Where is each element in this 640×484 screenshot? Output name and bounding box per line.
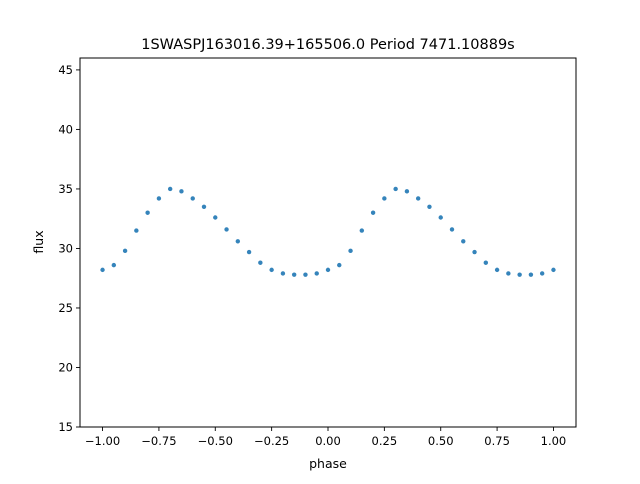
x-tick-label: −0.50 [198, 434, 233, 448]
data-point [551, 267, 556, 273]
y-tick-label: 40 [58, 122, 73, 136]
data-point [303, 272, 308, 277]
data-point [167, 186, 173, 192]
x-tick-label: −1.00 [85, 434, 120, 448]
data-point [224, 227, 229, 232]
data-point [325, 267, 331, 273]
y-tick-label: 45 [58, 63, 73, 77]
chart-title: 1SWASPJ163016.39+165506.0 Period 7471.10… [141, 37, 515, 53]
data-point [427, 204, 432, 209]
data-point [494, 267, 500, 273]
data-point [528, 272, 534, 277]
data-point [415, 196, 421, 201]
x-axis-ticks: −1.00 −0.75 −0.50 −0.25 0.00 0.25 0.50 0.75 1.00 [85, 427, 566, 448]
data-point [393, 186, 398, 192]
y-tick-label: 25 [58, 301, 73, 315]
x-axis-label: phase [309, 456, 347, 471]
data-point [269, 267, 274, 273]
data-point [190, 196, 195, 201]
data-point [280, 271, 286, 276]
data-point [472, 249, 477, 255]
data-point [438, 215, 443, 220]
data-point [201, 204, 207, 209]
data-point [179, 189, 184, 194]
data-point [213, 215, 218, 220]
y-axis-ticks: 15 20 25 30 35 40 45 [58, 63, 80, 434]
data-point [359, 228, 365, 233]
data-point [314, 271, 319, 276]
data-point [449, 227, 455, 232]
data-point [100, 267, 105, 273]
data-point [483, 260, 489, 265]
data-point [291, 272, 297, 277]
data-point [235, 239, 241, 244]
data-point [122, 248, 128, 254]
y-tick-label: 20 [58, 360, 73, 374]
data-point [111, 262, 117, 268]
x-tick-label: 0.00 [315, 434, 341, 448]
x-tick-label: 0.50 [428, 434, 454, 448]
data-point [156, 196, 162, 201]
data-point [382, 196, 387, 201]
data-point [539, 271, 545, 276]
data-point [145, 210, 150, 215]
data-point [506, 271, 511, 276]
y-tick-label: 30 [58, 241, 73, 255]
data-points [100, 186, 556, 277]
data-point [404, 189, 410, 194]
y-tick-label: 35 [58, 182, 73, 196]
data-point [517, 272, 522, 277]
data-point [134, 228, 139, 233]
data-point [258, 260, 263, 265]
data-point [348, 248, 353, 254]
data-point [461, 239, 466, 244]
x-tick-label: −0.75 [141, 434, 176, 448]
x-tick-label: −0.25 [254, 434, 289, 448]
y-tick-label: 15 [58, 420, 73, 434]
data-point [337, 262, 342, 268]
data-point [246, 249, 252, 255]
x-tick-label: 0.25 [372, 434, 398, 448]
x-tick-label: 0.75 [484, 434, 510, 448]
data-point [370, 210, 376, 215]
y-axis-label: flux [31, 230, 46, 253]
x-tick-label: 1.00 [541, 434, 567, 448]
